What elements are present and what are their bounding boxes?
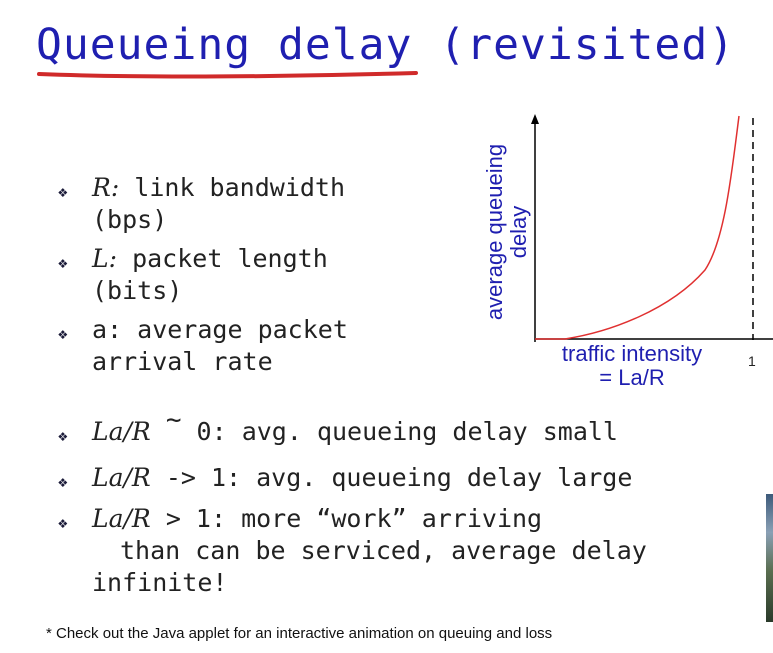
diamond-bullet-icon: ❖ <box>58 324 68 343</box>
y-axis-label: average queueing delay <box>482 143 531 321</box>
list-item: ❖ La/R -> 1: avg. queueing delay large <box>58 462 758 494</box>
diamond-bullet-icon: ❖ <box>58 472 68 491</box>
item-text: packet length <box>117 244 328 273</box>
item-continuation: infinite! <box>92 568 228 597</box>
diamond-bullet-icon: ❖ <box>58 253 68 272</box>
variable-label: La/R <box>92 463 151 492</box>
tilde-symbol: ~ <box>165 405 182 435</box>
list-item: ❖ a: average packet arrival rate <box>58 314 418 378</box>
diamond-bullet-icon: ❖ <box>58 182 68 201</box>
definitions-list: ❖ R: link bandwidth (bps) ❖ L: packet le… <box>58 172 418 385</box>
page-title: Queueing delay (revisited) <box>36 20 736 70</box>
list-item: ❖ La/R ~ 0: avg. queueing delay small <box>58 405 758 448</box>
item-text: 0: avg. queueing delay small <box>181 417 618 446</box>
y-axis-arrow <box>531 114 539 124</box>
item-continuation: (bps) <box>92 205 168 234</box>
list-item: ❖ R: link bandwidth (bps) <box>58 172 418 236</box>
item-text: a: average packet <box>92 315 348 344</box>
item-continuation: than can be serviced, average delay <box>120 536 647 565</box>
cropped-photo <box>766 494 773 622</box>
footnote: * Check out the Java applet for an inter… <box>46 625 553 642</box>
x-tick-one: 1 <box>748 353 756 369</box>
item-text: -> 1: avg. queueing delay large <box>150 463 633 492</box>
item-continuation: (bits) <box>92 276 183 305</box>
title-underline <box>37 71 418 79</box>
item-text: link bandwidth <box>119 173 346 202</box>
delay-curve <box>535 115 740 340</box>
traffic-cases-list: ❖ La/R ~ 0: avg. queueing delay small ❖ … <box>58 405 758 599</box>
diamond-bullet-icon: ❖ <box>58 513 68 532</box>
item-text: > 1: more “work” arriving <box>150 504 543 533</box>
item-continuation: arrival rate <box>92 347 273 376</box>
variable-label: La/R <box>92 504 151 533</box>
variable-label: La/R <box>92 417 151 446</box>
variable-label: L: <box>92 244 118 273</box>
list-item: ❖ La/R > 1: more “work” arriving <box>58 503 758 535</box>
list-item: ❖ L: packet length (bits) <box>58 243 418 307</box>
queueing-delay-graph <box>531 114 773 342</box>
diamond-bullet-icon: ❖ <box>58 426 68 445</box>
variable-label: R: <box>92 173 120 202</box>
x-axis-label: traffic intensity = La/R <box>561 341 703 390</box>
